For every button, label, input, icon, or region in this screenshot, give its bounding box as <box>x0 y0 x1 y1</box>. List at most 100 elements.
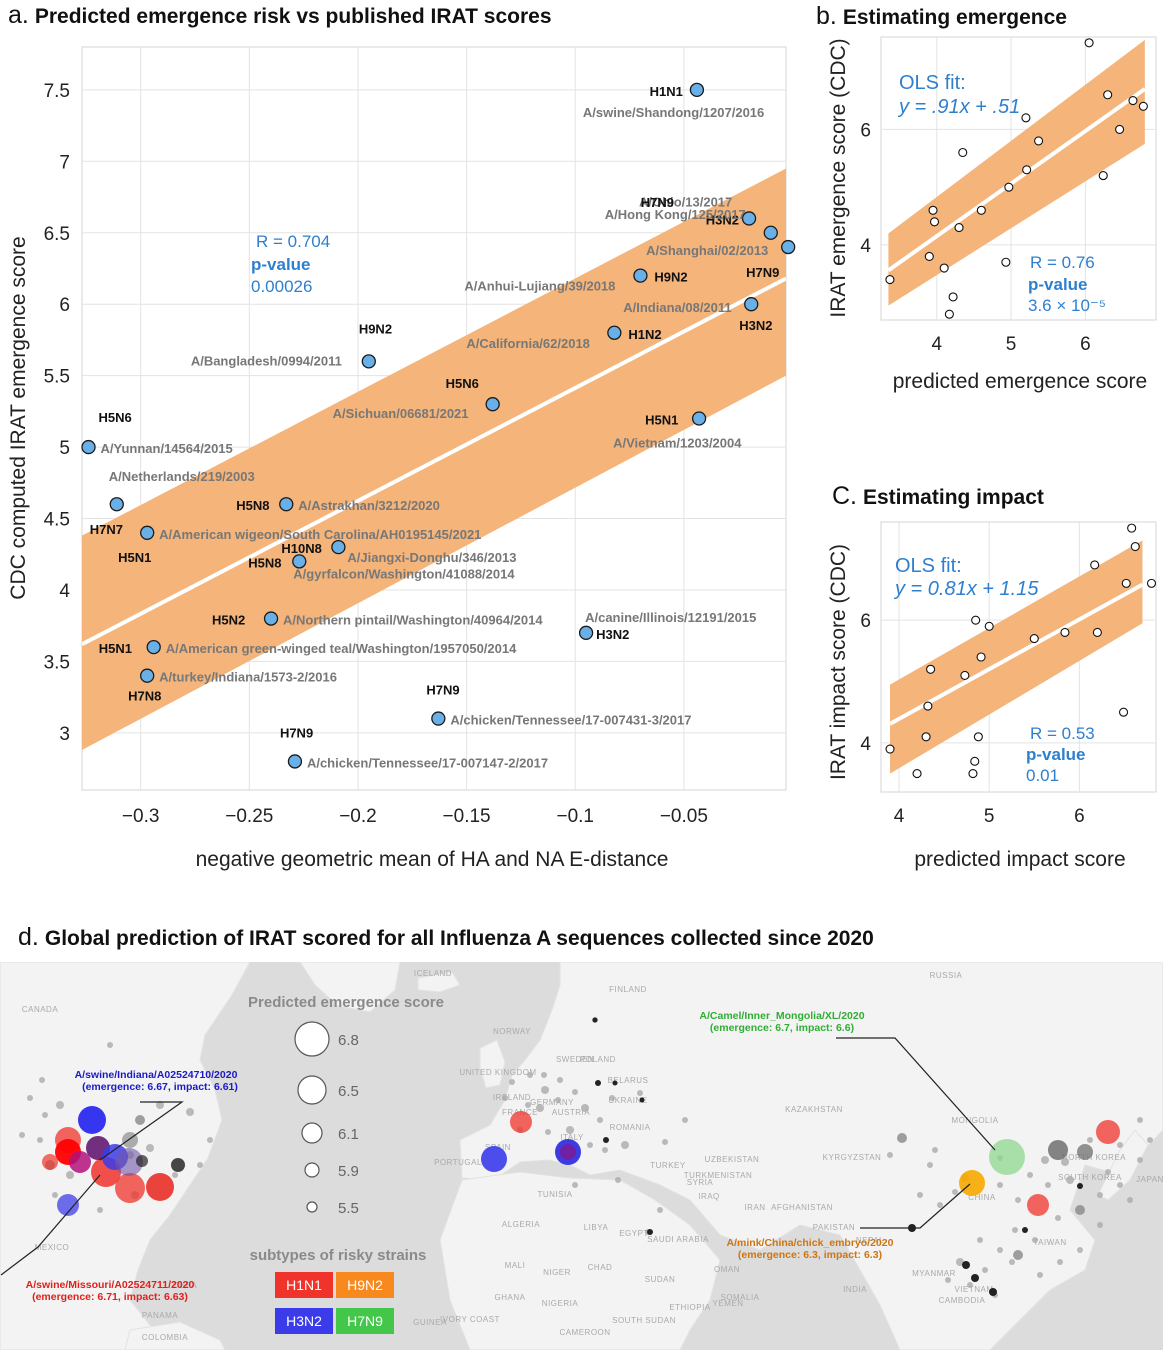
sequence-dot <box>1137 1117 1143 1123</box>
country-label: PORTUGAL <box>434 1158 482 1167</box>
panel-c-r-value: R = 0.53 <box>1030 724 1095 743</box>
strain-label: A/Northern pintail/Washington/40964/2014 <box>283 613 543 628</box>
panel-c-pvalue: 0.01 <box>1026 766 1059 785</box>
data-point <box>140 525 155 540</box>
country-label: UZBEKISTAN <box>705 1155 760 1164</box>
country-label: TURKEY <box>650 1161 686 1170</box>
panel-c-fit-line <box>889 582 1144 726</box>
subtype-label: H5N1 <box>118 550 151 565</box>
sequence-dot <box>1147 1137 1153 1143</box>
subtype-legend-items: H1N1 H9N2 H3N2 H7N9 <box>275 1272 394 1334</box>
panel-b-pvalue: 3.6 × 10⁻⁵ <box>1028 296 1106 315</box>
sequence-dot <box>997 1247 1003 1253</box>
data-point <box>926 664 936 674</box>
panel-a-points <box>81 82 796 769</box>
confidence-band <box>890 540 1143 774</box>
subtype-label: H5N1 <box>645 413 678 428</box>
size-legend-items: 6.8 6.5 6.1 5.9 5.5 <box>294 1021 359 1217</box>
panel-a-y-ticks: 3 3.5 4 4.5 5 5.5 6 6.5 7 7.5 <box>44 81 71 745</box>
sequence-dot <box>1097 1222 1103 1228</box>
data-point <box>968 769 978 779</box>
sequence-dot <box>1075 1205 1085 1215</box>
panel-a-x-axis-label: negative geometric mean of HA and NA E-d… <box>196 848 669 871</box>
country-label: IRELAND <box>493 1093 531 1102</box>
data-point <box>1060 627 1070 638</box>
sequence-dot-dark <box>592 1017 598 1023</box>
annotation-missouri-name: A/swine/Missouri/A02524711/2020 <box>26 1279 195 1291</box>
country-label: UKRAINE <box>608 1096 647 1105</box>
strain-label: A/Bangladesh/0994/2011 <box>191 353 342 368</box>
strain-label: A/Shanghai/02/2013 <box>646 243 768 258</box>
country-label: COLOMBIA <box>142 1333 188 1342</box>
country-label: KYRGYZSTAN <box>823 1153 882 1162</box>
sequence-dot <box>97 1207 103 1213</box>
y-tick-label: 4 <box>860 236 871 257</box>
country-label: AUSTRIA <box>552 1108 590 1117</box>
size-legend-title: Predicted emergence score <box>248 994 444 1011</box>
leader-indiana <box>99 1101 184 1161</box>
annotation-indiana-name: A/swine/Indiana/A02524710/2020 <box>75 1069 238 1081</box>
country-label: IRAN <box>744 1203 765 1212</box>
y-tick-label: 7.5 <box>44 81 70 102</box>
land-greenland <box>299 962 401 1013</box>
country-label: BELARUS <box>608 1076 649 1085</box>
sequence-dot <box>1066 1176 1074 1184</box>
sequence-dot <box>207 1137 213 1143</box>
panel-b-pvalue-label: p-value <box>1028 275 1088 294</box>
strain-label: A/Yunnan/14564/2015 <box>101 441 233 456</box>
country-label: ETHIOPIA <box>669 1303 711 1312</box>
annotation-mink-name: A/mink/China/chick_embryo/2020 <box>727 1237 894 1249</box>
country-label: FINLAND <box>609 985 647 994</box>
subtype-label: H7N9 <box>641 195 674 210</box>
leader-missouri <box>0 1174 101 1276</box>
risky-strain-bubble <box>136 1155 148 1167</box>
sequence-dot-dark <box>612 1080 618 1086</box>
size-legend-circle <box>297 1075 327 1105</box>
sequence-dot <box>1012 1227 1018 1233</box>
sequence-dot <box>917 1192 923 1198</box>
sequence-dot <box>609 1095 615 1101</box>
data-point <box>140 668 155 683</box>
annotation-missouri: A/swine/Missouri/A02524711/2020 (emergen… <box>26 1279 195 1303</box>
sequence-dot <box>1045 1182 1051 1188</box>
subtype-legend-label: H1N1 <box>286 1277 322 1293</box>
sequence-dot <box>887 1152 893 1158</box>
leader-mink <box>860 1183 971 1229</box>
sequence-dot-dark <box>1022 1227 1028 1233</box>
sequence-dot <box>1127 1197 1133 1203</box>
data-point <box>976 652 986 662</box>
sequence-dot-dark <box>639 1097 645 1103</box>
strain-label: A/American green-winged teal/Washington/… <box>166 641 517 656</box>
data-point <box>1084 38 1094 48</box>
country-label: UNITED KINGDOM <box>459 1068 536 1077</box>
country-label: YEMEN <box>713 1299 744 1308</box>
x-tick-label: 4 <box>931 334 942 355</box>
sequence-dot <box>1077 1247 1083 1253</box>
fit-line <box>889 582 1144 726</box>
country-label: SOUTH SUDAN <box>612 1316 676 1325</box>
x-tick-label: −0.1 <box>556 806 594 827</box>
x-tick-label: −0.2 <box>339 806 377 827</box>
panel-c-ols-equation: y = 0.81x + 1.15 <box>893 578 1039 600</box>
sequence-dot <box>39 1077 45 1083</box>
data-point <box>971 615 981 625</box>
risky-strain-bubble <box>69 1151 91 1173</box>
country-label: MYANMAR <box>912 1269 956 1278</box>
data-point <box>923 701 933 711</box>
sequence-dot <box>602 1147 608 1153</box>
sequence-dot <box>1013 1250 1023 1260</box>
data-point <box>1029 634 1039 644</box>
panel-b-confidence-band <box>888 39 1145 306</box>
sequence-dot <box>572 1182 578 1188</box>
data-point <box>279 497 294 512</box>
data-point <box>1130 541 1140 552</box>
country-label: OMAN <box>714 1265 740 1274</box>
data-point <box>263 611 279 626</box>
annotation-leader-lines <box>0 1037 996 1276</box>
y-tick-label: 7 <box>59 152 70 173</box>
panel-c-y-axis-label: IRAT impact score (CDC) <box>827 544 850 780</box>
data-point <box>689 82 705 98</box>
sequence-dot <box>156 1101 164 1109</box>
y-tick-label: 3.5 <box>44 652 70 673</box>
country-label: INDIA <box>843 1285 867 1294</box>
